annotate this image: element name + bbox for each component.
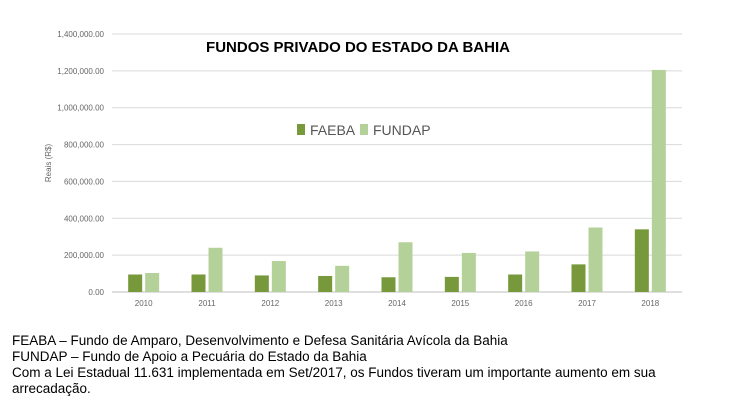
bar-faeba-2014 bbox=[381, 277, 396, 292]
y-tick-label: 200,000.00 bbox=[64, 251, 105, 260]
bar-fundap-2016 bbox=[525, 251, 540, 292]
x-tick-label: 2012 bbox=[261, 299, 279, 308]
bar-chart: 0.00 200,000.00 400,000.00 600,000.00 800,00… bbox=[44, 30, 682, 308]
x-tick-label: 2013 bbox=[325, 299, 343, 308]
y-tick-label: 1,200,000.00 bbox=[57, 67, 104, 76]
x-tick-label: 2011 bbox=[198, 299, 216, 308]
bar-fundap-2012 bbox=[271, 261, 286, 292]
y-tick-label: 1,000,000.00 bbox=[57, 104, 104, 113]
x-axis-ticks: 2010 2011 2012 2013 2014 2015 2016 2017 2018 bbox=[135, 299, 660, 308]
bar-fundap-2014 bbox=[398, 242, 413, 292]
y-tick-label: 0.00 bbox=[88, 288, 104, 297]
y-tick-label: 1,400,000.00 bbox=[57, 30, 104, 39]
y-tick-label: 400,000.00 bbox=[64, 214, 105, 223]
x-tick-label: 2018 bbox=[641, 299, 659, 308]
y-tick-label: 600,000.00 bbox=[64, 177, 105, 186]
chart-title: FUNDOS PRIVADO DO ESTADO DA BAHIA bbox=[206, 39, 510, 56]
bar-fundap-2011 bbox=[208, 247, 223, 292]
bar-faeba-2018 bbox=[634, 229, 649, 292]
grid-lines bbox=[112, 33, 682, 293]
note-fundap: FUNDAP – Fundo de Apoio a Pecuária do Es… bbox=[12, 349, 367, 364]
note-feaba: FEABA – Fundo de Amparo, Desenvolvimento… bbox=[12, 333, 508, 348]
bar-fundap-2010 bbox=[145, 273, 160, 292]
x-tick-label: 2015 bbox=[451, 299, 469, 308]
bar-faeba-2015 bbox=[444, 276, 459, 292]
bar-faeba-2013 bbox=[318, 275, 333, 292]
y-axis-title: Reais (R$) bbox=[44, 144, 53, 183]
bars bbox=[128, 69, 666, 292]
y-axis-ticks: 0.00 200,000.00 400,000.00 600,000.00 800,00… bbox=[57, 30, 104, 297]
legend-swatch-faeba bbox=[297, 124, 305, 135]
bar-fundap-2013 bbox=[335, 265, 350, 292]
bar-fundap-2015 bbox=[461, 252, 476, 292]
legend-label-faeba: FAEBA bbox=[310, 122, 356, 138]
x-tick-label: 2016 bbox=[515, 299, 533, 308]
bar-faeba-2016 bbox=[508, 274, 523, 292]
bar-faeba-2017 bbox=[571, 264, 586, 292]
bar-fundap-2017 bbox=[588, 227, 603, 292]
legend: FAEBA FUNDAP bbox=[297, 122, 431, 138]
footnotes: FEABA – Fundo de Amparo, Desenvolvimento… bbox=[12, 333, 717, 397]
bar-fundap-2018 bbox=[651, 69, 666, 292]
bar-faeba-2012 bbox=[254, 275, 269, 292]
bar-faeba-2011 bbox=[191, 274, 206, 292]
legend-label-fundap: FUNDAP bbox=[373, 122, 431, 138]
note-law: Com a Lei Estadual 11.631 implementada e… bbox=[12, 365, 656, 396]
x-tick-label: 2010 bbox=[135, 299, 153, 308]
legend-swatch-fundap bbox=[360, 124, 368, 135]
x-tick-label: 2017 bbox=[578, 299, 596, 308]
y-tick-label: 800,000.00 bbox=[64, 141, 105, 150]
x-tick-label: 2014 bbox=[388, 299, 406, 308]
bar-faeba-2010 bbox=[128, 274, 143, 292]
